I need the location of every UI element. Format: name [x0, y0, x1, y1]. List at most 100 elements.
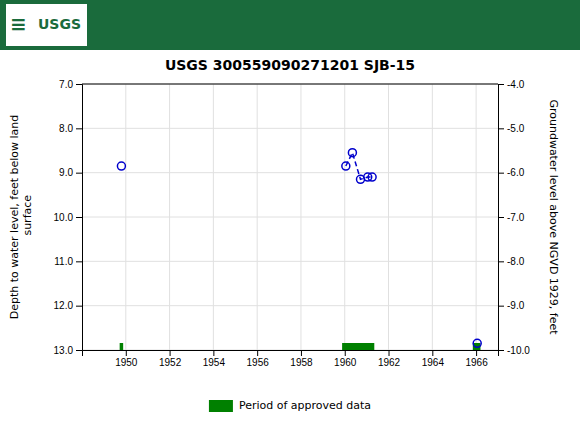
tick: -7.0 — [498, 212, 525, 223]
point — [368, 173, 376, 181]
tick-label: -9.0 — [507, 300, 525, 311]
tick: 1958 — [290, 350, 313, 368]
tick-label: 1960 — [334, 357, 357, 368]
x-axis: 1950 1952 1954 1956 1958 1960 1962 1964 1966 — [83, 350, 499, 368]
axis-line — [76, 85, 83, 351]
point — [473, 339, 481, 347]
tick-mark — [76, 217, 82, 218]
header-bar — [0, 0, 580, 50]
tick-mark — [76, 306, 82, 307]
tick: -8.0 — [498, 256, 525, 267]
axis-line — [499, 85, 505, 351]
tick: 11.0 — [54, 256, 82, 267]
tick: 12.0 — [54, 300, 82, 311]
point — [348, 149, 356, 157]
tick-mark — [498, 261, 504, 262]
tick: -6.0 — [498, 167, 525, 178]
tick-mark — [76, 261, 82, 262]
tick-mark — [76, 350, 82, 351]
tick-mark — [498, 84, 504, 85]
tick-mark — [76, 128, 82, 129]
tick-label: 9.0 — [59, 167, 73, 178]
tick-mark — [126, 350, 127, 356]
y-axis-label: Depth to water level, feet below land su… — [8, 115, 34, 320]
tick: 1966 — [465, 350, 488, 368]
tick: 8.0 — [59, 123, 82, 134]
tick-mark — [76, 84, 82, 85]
tick-label: 1962 — [378, 357, 401, 368]
tick: 1956 — [247, 350, 270, 368]
tick: 7.0 — [59, 79, 82, 90]
tick-mark — [498, 128, 504, 129]
tick-label: 1956 — [247, 357, 270, 368]
tick: -4.0 — [498, 79, 525, 90]
tick-mark — [76, 173, 82, 174]
tick-mark — [432, 350, 433, 356]
tick: 13.0 — [54, 345, 82, 356]
tick-mark — [498, 217, 504, 218]
legend-swatch — [209, 400, 233, 412]
tick-label: 10.0 — [54, 212, 74, 223]
tick-mark — [345, 350, 346, 356]
tick-mark — [498, 350, 504, 351]
grid-line — [82, 305, 498, 306]
tick-label: 1966 — [465, 357, 488, 368]
tick: 1950 — [115, 350, 138, 368]
tick-label: 1964 — [422, 357, 445, 368]
point — [342, 162, 350, 170]
tick: 1960 — [334, 350, 357, 368]
tick: -5.0 — [498, 123, 525, 134]
axis-line — [83, 351, 499, 357]
tick-label: 7.0 — [59, 79, 73, 90]
tick-label: 1958 — [290, 357, 313, 368]
grid-line — [82, 217, 498, 218]
tick-mark — [170, 350, 171, 356]
grid-line — [82, 261, 498, 262]
tick: 10.0 — [54, 212, 82, 223]
tick-label: -4.0 — [507, 79, 525, 90]
tick-label: 1950 — [115, 357, 138, 368]
tick-label: 11.0 — [54, 256, 73, 267]
tick: 9.0 — [59, 167, 82, 178]
tick: -10.0 — [498, 345, 530, 356]
tick-label: 13.0 — [54, 345, 74, 356]
point — [117, 162, 125, 170]
y-axis: 7.0 8.0 9.0 10.0 11.0 12.0 13.0 — [54, 79, 83, 356]
tick: 1964 — [422, 350, 445, 368]
title: USGS 300559090271201 SJB-15 — [165, 57, 415, 73]
tick-mark — [257, 350, 258, 356]
tick-label: 12.0 — [54, 300, 74, 311]
marks — [117, 149, 481, 350]
tick-mark — [498, 173, 504, 174]
y2-axis-label: Groundwater level above NGVD 1929, feet — [547, 99, 560, 335]
annotation: ≡ — [10, 12, 27, 36]
legend-item: Period of approved data — [209, 399, 371, 412]
annotation: USGS — [38, 16, 81, 32]
grid — [82, 84, 498, 350]
tick: 1962 — [378, 350, 401, 368]
tick-label: -10.0 — [507, 345, 530, 356]
tick-label: 1954 — [203, 357, 226, 368]
tick-mark — [476, 350, 477, 356]
plot: 1950 1952 1954 1956 1958 1960 1962 1964 1966 7.0 8… — [8, 79, 560, 368]
y2-axis: -4.0 -5.0 -6.0 -7.0 -8.0 -9.0 -10.0 — [498, 79, 530, 356]
legend-label: Period of approved data — [239, 399, 371, 412]
period-bar — [120, 343, 124, 350]
legend: Period of approved data — [209, 399, 371, 412]
tick-label: -5.0 — [507, 123, 525, 134]
tick: 1952 — [159, 350, 182, 368]
tick: 1954 — [203, 350, 226, 368]
tick-label: 1952 — [159, 357, 182, 368]
tick-label: -7.0 — [507, 212, 525, 223]
grid-line — [82, 128, 498, 129]
grid-line — [82, 172, 498, 173]
tick-label: 8.0 — [59, 123, 73, 134]
tick-mark — [498, 306, 504, 307]
logo-box — [6, 4, 87, 46]
tick-label: -8.0 — [507, 256, 525, 267]
grid-line — [82, 84, 498, 85]
chart: ≡ USGS USGS 300559090271201 SJB-15 1950 1952… — [0, 0, 580, 430]
tick-mark — [389, 350, 390, 356]
tick-label: -6.0 — [507, 167, 525, 178]
tick-mark — [213, 350, 214, 356]
